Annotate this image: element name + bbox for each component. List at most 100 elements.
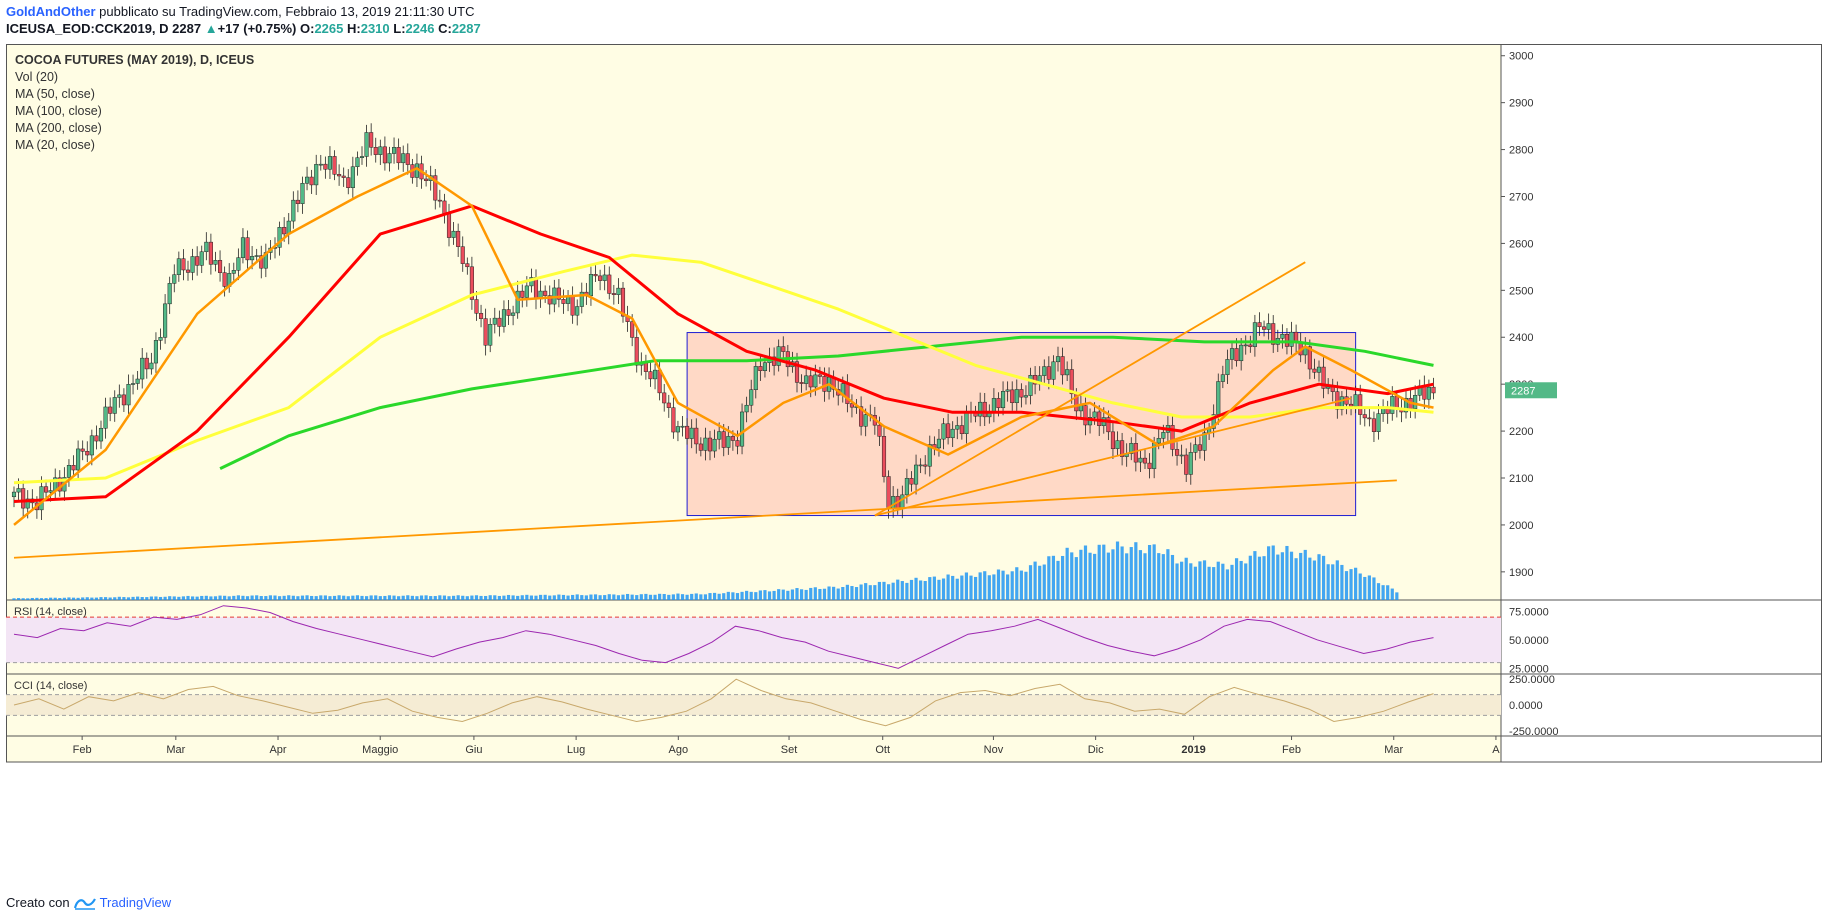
- volume-bar: [951, 575, 955, 600]
- volume-bar: [996, 569, 1001, 600]
- volume-bar: [1120, 546, 1124, 600]
- y-tick-label: 2000: [1509, 520, 1533, 532]
- candle-body: [1019, 389, 1024, 398]
- volume-bar: [378, 596, 382, 600]
- volume-bar: [525, 594, 529, 600]
- volume-bar: [319, 595, 323, 600]
- candle-body: [341, 175, 346, 178]
- candle-body: [707, 437, 713, 452]
- volume-bar: [662, 593, 666, 600]
- candle-body: [460, 246, 465, 264]
- volume-bar: [749, 591, 753, 600]
- legend-item-ma200[interactable]: MA (200, close): [15, 121, 102, 135]
- volume-bar: [35, 597, 39, 600]
- candle-body: [135, 378, 140, 384]
- volume-bar: [44, 598, 48, 600]
- volume-bar: [181, 596, 186, 600]
- candle-body: [1252, 322, 1257, 347]
- candle-body: [346, 177, 351, 188]
- volume-bar: [836, 588, 840, 600]
- created-with-label: Creato con: [6, 895, 70, 910]
- volume-bar: [1166, 549, 1170, 600]
- candle-body: [813, 374, 818, 388]
- candle-body: [1042, 366, 1047, 376]
- volume-bar: [1070, 552, 1074, 600]
- volume-bar: [337, 595, 341, 600]
- legend-item-ma50[interactable]: MA (50, close): [15, 87, 95, 101]
- volume-bar: [172, 596, 176, 600]
- volume-bar: [195, 596, 199, 600]
- volume-bar: [1074, 557, 1078, 600]
- volume-bar: [360, 595, 364, 600]
- volume-bar: [259, 596, 263, 600]
- volume-bar: [909, 579, 914, 600]
- volume-bar: [39, 598, 44, 600]
- candle-body: [218, 260, 223, 273]
- volume-bar: [1102, 544, 1106, 600]
- volume-bar: [658, 593, 662, 600]
- volume-bar: [1244, 563, 1248, 600]
- cci-title: CCI (14, close): [14, 680, 87, 692]
- volume-bar: [264, 596, 268, 600]
- candle-body: [799, 382, 804, 384]
- candle-body: [886, 476, 891, 509]
- cci-tick-label: 250.0000: [1509, 674, 1555, 686]
- ohlc-open-value: 2265: [314, 21, 344, 36]
- candle-body: [1065, 369, 1070, 376]
- candle-body: [44, 486, 49, 493]
- volume-bar: [1097, 544, 1101, 600]
- ohlc-close-label: C:: [438, 21, 452, 36]
- candle-body: [808, 375, 813, 388]
- volume-bar: [1161, 554, 1165, 600]
- candle-body: [1362, 414, 1367, 419]
- tradingview-brand-link[interactable]: TradingView: [99, 895, 172, 910]
- candle-body: [1129, 443, 1134, 454]
- candle-body: [1321, 366, 1326, 389]
- x-tick-label: Feb: [73, 744, 92, 756]
- candle-body: [25, 498, 30, 509]
- volume-bar: [1006, 574, 1010, 600]
- candle-body: [98, 427, 104, 442]
- candle-body: [172, 274, 177, 284]
- trendline: [13, 479, 1397, 559]
- volume-bar: [653, 594, 657, 600]
- candle-body: [950, 428, 955, 439]
- volume-bar: [1253, 551, 1257, 600]
- candle-body: [575, 306, 580, 316]
- volume-bar: [493, 595, 497, 600]
- legend-item-ma100[interactable]: MA (100, close): [15, 104, 102, 118]
- author-link[interactable]: GoldAndOther: [6, 4, 96, 19]
- chart-canvas[interactable]: 1900200021002200230024002500260027002800…: [6, 44, 1822, 858]
- volume-bar: [406, 595, 410, 600]
- volume-bar: [1125, 553, 1129, 600]
- candle-body: [579, 291, 584, 307]
- volume-bar: [1180, 561, 1184, 600]
- volume-bar: [1111, 549, 1115, 600]
- candle-body: [566, 296, 571, 304]
- x-tick-label: Feb: [1282, 744, 1301, 756]
- legend-item-ma20[interactable]: MA (20, close): [15, 138, 95, 152]
- candle-body: [85, 451, 90, 456]
- volume-bar: [287, 595, 291, 600]
- candle-body: [533, 277, 539, 300]
- volume-bar: [1367, 575, 1371, 600]
- legend-item-volume[interactable]: Vol (20): [15, 70, 59, 84]
- volume-bar: [552, 595, 556, 600]
- volume-bar: [67, 597, 71, 600]
- candle-body: [1188, 452, 1193, 475]
- volume-bar: [1276, 554, 1280, 600]
- candle-body: [108, 406, 113, 414]
- volume-bar: [1354, 567, 1358, 600]
- candle-body: [250, 256, 255, 261]
- candle-body: [492, 317, 497, 325]
- candle-body: [1197, 444, 1202, 451]
- candle-body: [442, 200, 447, 214]
- candle-body: [607, 274, 612, 294]
- volume-bar: [1216, 561, 1220, 600]
- volume-bar: [506, 594, 511, 600]
- volume-bar: [282, 595, 286, 600]
- ohlc-open-label: O:: [300, 21, 315, 36]
- candle-body: [758, 366, 763, 371]
- price-change: +17 (+0.75%): [217, 21, 297, 36]
- volume-bar: [479, 595, 483, 600]
